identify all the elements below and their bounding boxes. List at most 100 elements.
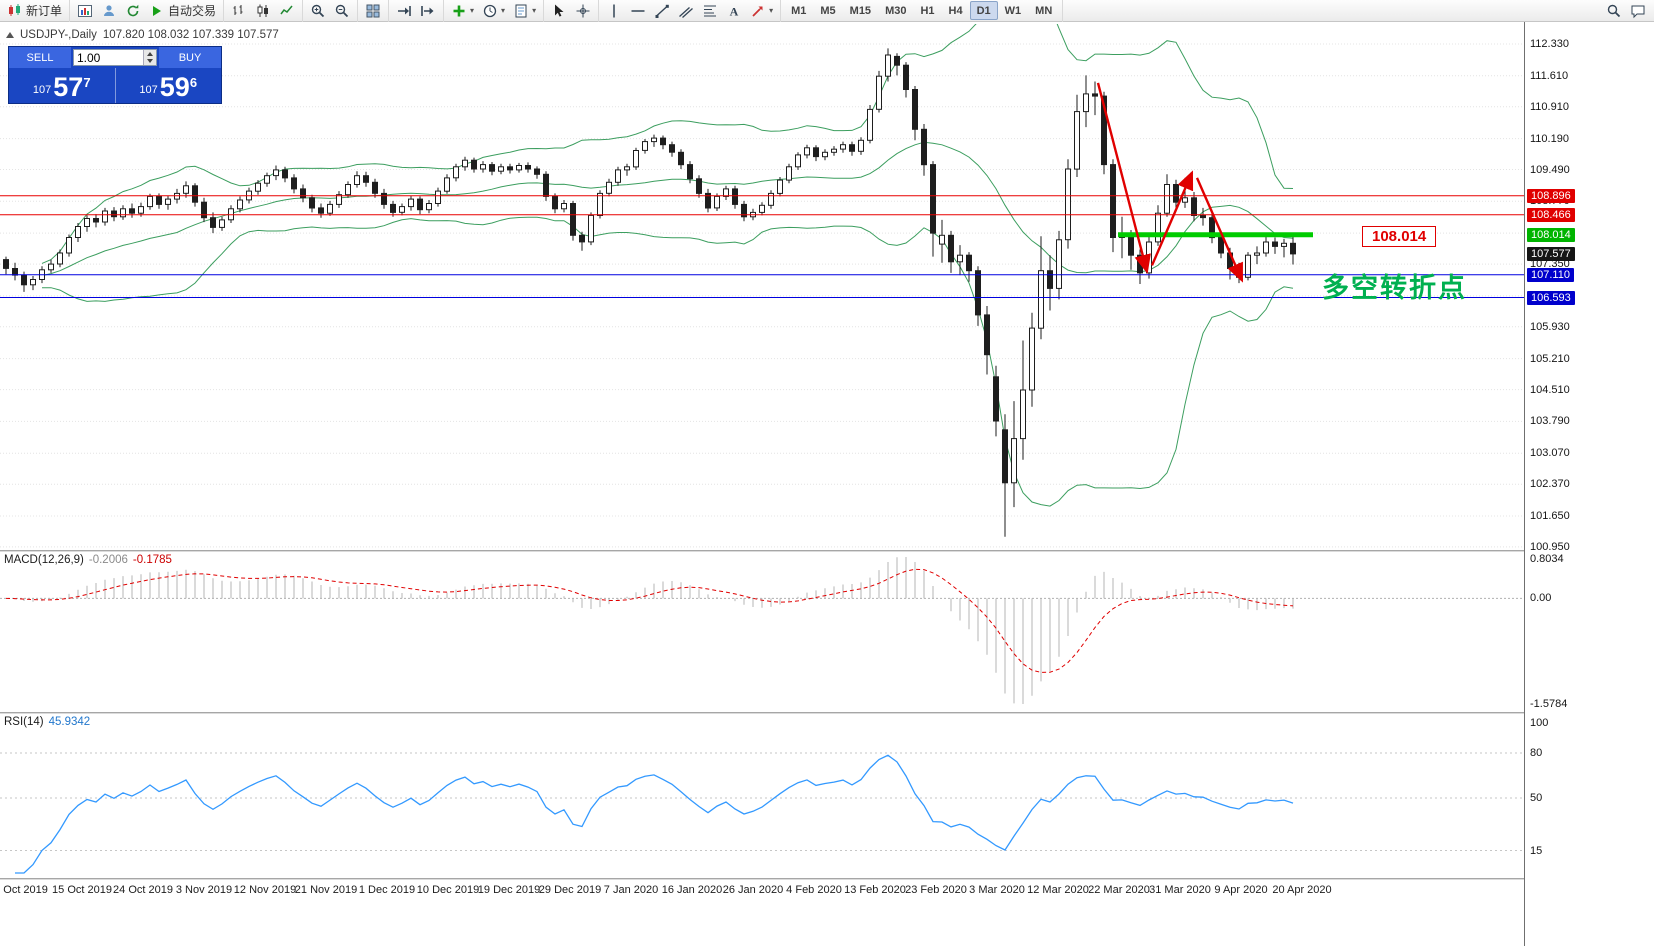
- cursor-icon: [551, 3, 567, 19]
- new-order-button[interactable]: 新订单: [3, 1, 66, 20]
- candlestick-chart-button[interactable]: [251, 1, 275, 20]
- bar-chart-button[interactable]: [227, 1, 251, 20]
- macd-scale-min: -1.5784: [1530, 698, 1568, 710]
- chevron-down-icon: ▾: [470, 6, 475, 15]
- panel-separator[interactable]: [0, 712, 1654, 714]
- macd-signal-line: [5, 568, 1294, 673]
- candles-icon: [255, 3, 271, 19]
- trendline-button[interactable]: [650, 1, 674, 20]
- rsi-scale-label: 15: [1530, 844, 1543, 857]
- text-button[interactable]: A: [722, 1, 746, 20]
- date-tick: 23 Feb 2020: [905, 884, 967, 896]
- main-chart-canvas[interactable]: [0, 24, 1524, 550]
- timeframe-h1-button[interactable]: H1: [920, 4, 935, 17]
- profiles-button[interactable]: [97, 1, 121, 20]
- price-badge: 108.014: [1527, 227, 1575, 242]
- price-tick: 100.950: [1530, 540, 1570, 553]
- template-icon: [513, 3, 529, 19]
- refresh-icon: [125, 3, 141, 19]
- horizontal-line-button[interactable]: [626, 1, 650, 20]
- sell-price[interactable]: 107 57 7: [32, 72, 91, 102]
- price-level-label[interactable]: 108.014: [1362, 226, 1437, 247]
- buy-price[interactable]: 107 59 6: [114, 68, 222, 103]
- zoom-in-button[interactable]: [306, 1, 330, 20]
- zoom-out-button[interactable]: [330, 1, 354, 20]
- rsi-panel-canvas[interactable]: [0, 713, 1524, 878]
- channel-icon: [678, 3, 694, 19]
- fibonacci-button[interactable]: [698, 1, 722, 20]
- search-button[interactable]: [1602, 1, 1626, 20]
- price-tick: 102.370: [1530, 478, 1570, 491]
- channel-button[interactable]: [674, 1, 698, 20]
- crosshair-icon: [575, 3, 591, 19]
- timeframe-h4-button[interactable]: H4: [948, 4, 963, 17]
- timeframe-m5-button[interactable]: M5: [820, 4, 836, 17]
- line-chart-button[interactable]: [275, 1, 299, 20]
- play-icon: [149, 3, 165, 19]
- charts-button[interactable]: [73, 1, 97, 20]
- auto-trading-button[interactable]: 自动交易: [145, 1, 220, 20]
- date-tick: 26 Jan 2020: [722, 884, 784, 896]
- panel-separator[interactable]: [0, 878, 1654, 880]
- date-tick: 12 Mar 2020: [1027, 884, 1089, 896]
- new-order-icon: [7, 3, 23, 19]
- chart-shift-button[interactable]: [416, 1, 440, 20]
- symbol-title: USDJPY-,Daily: [20, 29, 97, 41]
- vline-icon: [606, 3, 622, 19]
- timeframe-m1-button[interactable]: M1: [791, 4, 807, 17]
- date-tick: 4 Feb 2020: [786, 884, 842, 896]
- crosshair-button[interactable]: [571, 1, 595, 20]
- tile-icon: [365, 3, 381, 19]
- macd-scale-max: 0.8034: [1530, 553, 1564, 565]
- price-axis[interactable]: 112.330111.610110.910110.190109.490108.7…: [1525, 22, 1654, 946]
- price-tick: 103.070: [1530, 447, 1570, 460]
- indicators-button[interactable]: ▾: [447, 1, 478, 20]
- chart-title: USDJPY-,Daily 107.820 108.032 107.339 10…: [6, 29, 279, 41]
- volume-down-button[interactable]: [144, 57, 156, 65]
- buy-button[interactable]: BUY: [159, 47, 221, 68]
- panel-separator[interactable]: [0, 550, 1654, 552]
- tile-windows-button[interactable]: [361, 1, 385, 20]
- chart-bar-icon: [77, 3, 93, 19]
- fibo-icon: [702, 3, 718, 19]
- macd-panel-canvas[interactable]: [0, 551, 1524, 712]
- auto-scroll-button[interactable]: [392, 1, 416, 20]
- vertical-line-button[interactable]: [602, 1, 626, 20]
- arrows-icon: [750, 3, 766, 19]
- price-tick: 110.910: [1530, 100, 1569, 113]
- date-tick: 3 Nov 2019: [175, 884, 233, 896]
- price-badge: 108.896: [1527, 188, 1575, 203]
- sell-button[interactable]: SELL: [9, 47, 71, 68]
- price-tick: 103.790: [1530, 415, 1570, 428]
- collapse-arrow-icon[interactable]: [6, 32, 14, 38]
- chart-plot-area[interactable]: USDJPY-,Daily 107.820 108.032 107.339 10…: [0, 22, 1524, 946]
- date-tick: 7 Jan 2020: [603, 884, 659, 896]
- text-icon: A: [726, 3, 742, 19]
- arrows-button[interactable]: ▾: [746, 1, 777, 20]
- axis-separator[interactable]: [1524, 22, 1525, 946]
- timeframe-d1-button[interactable]: D1: [969, 1, 998, 20]
- volume-up-button[interactable]: [144, 50, 156, 58]
- trend-arrows[interactable]: [1096, 82, 1244, 283]
- timeframe-m30-button[interactable]: M30: [885, 4, 907, 17]
- zoom-out-icon: [334, 3, 350, 19]
- periods-button[interactable]: ▾: [478, 1, 509, 20]
- refresh-button[interactable]: [121, 1, 145, 20]
- price-tick: 101.650: [1530, 510, 1570, 522]
- profile-icon: [101, 3, 117, 19]
- cursor-button[interactable]: [547, 1, 571, 20]
- price-badge: 108.466: [1527, 207, 1575, 222]
- timeframe-w1-button[interactable]: W1: [1004, 4, 1022, 17]
- trendline-icon: [654, 3, 670, 19]
- shift-icon: [420, 3, 436, 19]
- timeframe-m15-button[interactable]: M15: [849, 4, 872, 17]
- date-tick: 3 Mar 2020: [969, 884, 1025, 896]
- timeframe-mn-button[interactable]: MN: [1035, 4, 1053, 17]
- chat-button[interactable]: [1626, 1, 1650, 20]
- volume-input[interactable]: [74, 50, 143, 65]
- hline-icon: [630, 3, 646, 19]
- price-tick: 112.330: [1530, 38, 1569, 50]
- templates-button[interactable]: ▾: [509, 1, 540, 20]
- price-tick: 111.610: [1530, 69, 1569, 82]
- rsi-label: RSI(14) 45.9342: [4, 716, 91, 728]
